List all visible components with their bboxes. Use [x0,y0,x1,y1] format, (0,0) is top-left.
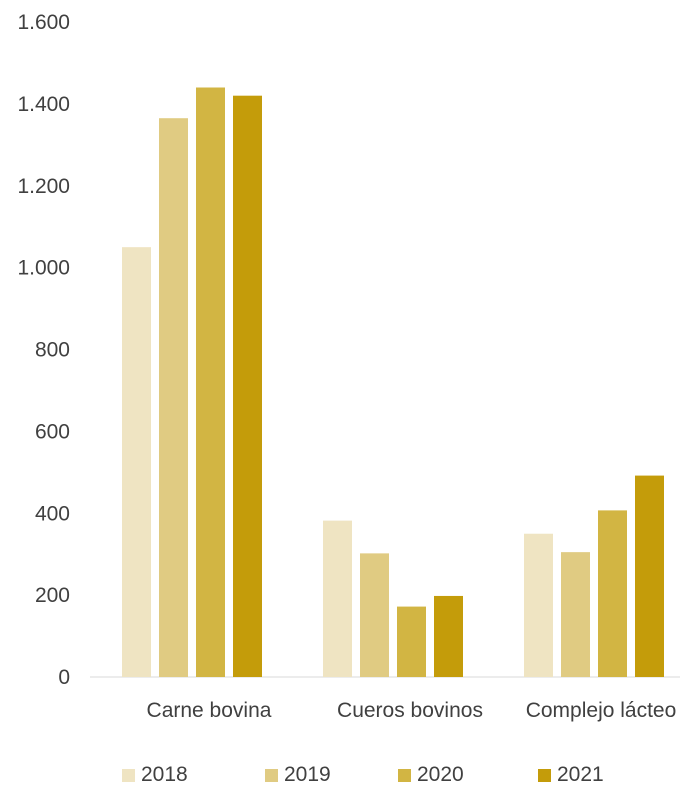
bar-2018 [323,520,352,677]
y-tick-label: 1.000 [17,257,70,280]
legend-item: 2019 [265,760,331,790]
legend: 2018 2019 2020 2021 [0,760,686,790]
y-axis: 0 200 400 600 800 1.000 1.200 1.400 1.600 [17,11,70,689]
legend-item: 2020 [398,760,464,790]
category-labels: Carne bovina Cueros bovinos Complejo lácte… [147,699,677,722]
y-tick-label: 0 [58,666,70,689]
y-tick-label: 1.200 [17,175,70,198]
bar-2021 [233,95,262,677]
category-label: Complejo lácteo [526,699,677,722]
bar-2019 [360,553,389,677]
y-tick-label: 1.600 [17,11,70,34]
bar-2021 [635,475,664,677]
legend-item: 2021 [538,760,604,790]
bar-chart: 0 200 400 600 800 1.000 1.200 1.400 1.600 Carne … [17,11,680,722]
y-tick-label: 1.400 [17,93,70,116]
y-tick-label: 800 [35,339,70,362]
legend-swatch [398,768,411,782]
bars-group [122,87,664,677]
bar-2020 [598,510,627,677]
legend-swatch [538,768,551,782]
category-label: Cueros bovinos [337,699,483,722]
legend-swatch [122,768,135,782]
legend-label: 2021 [557,763,604,786]
bar-2018 [122,247,151,677]
category-label: Carne bovina [147,699,272,722]
bar-2019 [159,118,188,677]
bar-2020 [397,606,426,677]
bar-2021 [434,595,463,677]
legend-item: 2018 [122,760,188,790]
legend-label: 2018 [141,763,188,786]
y-tick-label: 400 [35,502,70,525]
bar-2020 [196,87,225,677]
bar-2018 [524,533,553,677]
y-tick-label: 600 [35,420,70,443]
bar-2019 [561,552,590,677]
legend-swatch [265,768,278,782]
legend-label: 2020 [417,763,464,786]
y-tick-label: 200 [35,584,70,607]
legend-label: 2019 [284,763,331,786]
